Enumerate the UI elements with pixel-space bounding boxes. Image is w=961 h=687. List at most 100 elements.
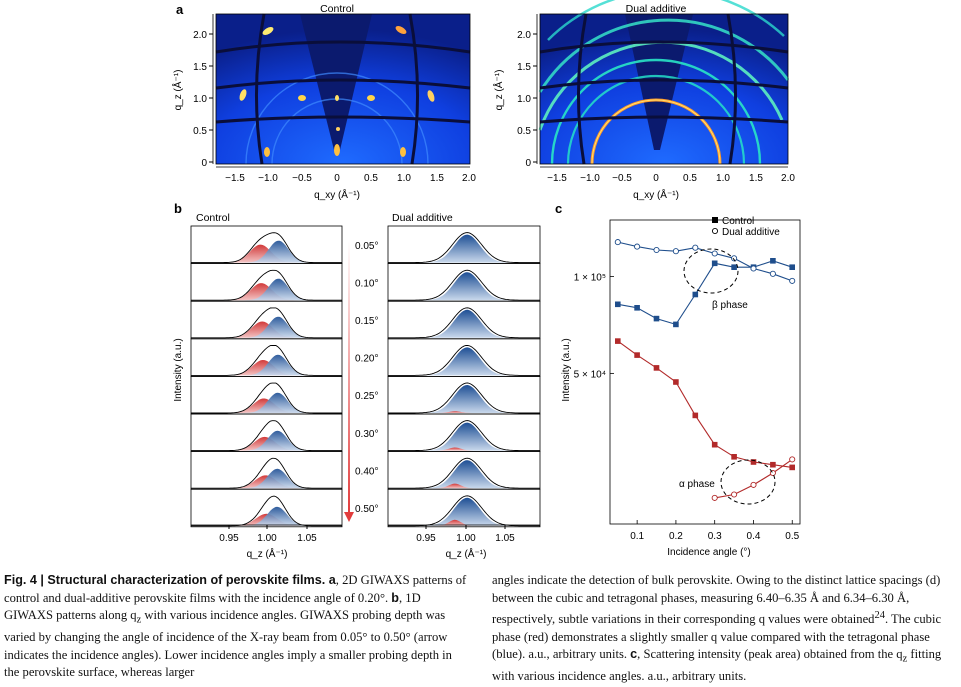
angle-label: 0.30°	[355, 429, 378, 440]
data-point-control	[634, 352, 640, 358]
caption-right-text: angles indicate the detection of bulk pe…	[492, 572, 954, 686]
dual-peak	[388, 272, 540, 301]
plot-frame	[609, 219, 801, 525]
x-tick-label: 0.1	[630, 531, 644, 542]
caption-fragment: angles indicate the detection of bulk pe…	[492, 573, 941, 627]
ytick: 0.5	[193, 126, 207, 137]
panel-a-letter: a	[176, 2, 184, 17]
dual-peak	[388, 347, 540, 376]
data-point-dual	[731, 255, 738, 262]
panel-a-left-ylabel: q_z (Å⁻¹)	[171, 70, 184, 111]
dual-cubic-peak	[388, 411, 540, 413]
xtick: 0	[334, 173, 340, 184]
data-point-dual	[731, 491, 738, 498]
panel-a-right-xaxis: −1.5 −1.0 −0.5 0 0.5 1.0 1.5 2.0 q_xy (Å…	[540, 166, 795, 201]
xtick: −1.0	[258, 173, 278, 184]
giwaxs-dual-additive-image	[538, 0, 790, 165]
giwaxs-control-title: Control	[320, 3, 354, 15]
caption-fragment: fitting with various incidence angles. a…	[492, 647, 942, 684]
x-tick-label: 0.3	[708, 531, 722, 542]
x-tick-label: 0.5	[785, 531, 799, 542]
incidence-arrow	[344, 240, 354, 522]
caption-fragment: z	[136, 614, 142, 626]
legend-control-label: Control	[722, 216, 754, 227]
measured-profile	[388, 232, 540, 264]
caption-fragment: Fig. 4 | Structural characterization of …	[4, 573, 336, 587]
panel-a: a	[0, 0, 961, 205]
dual-cubic-peak	[388, 447, 540, 451]
panel-c: c Intensity (a.u.) Incidence angle (°) 0…	[545, 200, 961, 565]
ytick: 1.0	[517, 94, 531, 105]
dual-peak	[388, 497, 540, 526]
caption-fragment: b	[391, 590, 399, 605]
angle-label: 0.20°	[355, 354, 378, 365]
measured-profile	[388, 307, 540, 339]
data-point-control	[789, 464, 795, 471]
tetragonal-phase-peak	[191, 506, 342, 526]
panel-b-left-xaxis: 0.95 1.00 1.05 q_z (Å⁻¹)	[191, 524, 342, 560]
panel-a-svg: a	[171, 0, 795, 201]
tetragonal-phase-peak	[191, 430, 342, 451]
data-point-dual	[750, 265, 757, 272]
caption-fragment: , Scattering intensity (peak area) obtai…	[637, 647, 903, 662]
measured-profile	[388, 420, 540, 452]
xtick: 2.0	[781, 173, 795, 184]
tetragonal-phase-peak	[191, 278, 342, 301]
dual-peak	[388, 309, 540, 338]
tetragonal-phase-peak	[191, 468, 342, 489]
data-point-control	[615, 338, 621, 344]
data-point-dual	[653, 246, 660, 254]
dual-peak	[388, 234, 540, 263]
xtick: 2.0	[462, 173, 476, 184]
panel-b-svg: b Control Dual additive Intensity (a.u.)…	[173, 201, 541, 560]
caption-left-text: Fig. 4 | Structural characterization of …	[4, 572, 468, 682]
data-point-control	[673, 379, 679, 385]
caption-fragment: , 1D GIWAXS patterns along q	[4, 590, 421, 623]
measured-profile	[388, 382, 540, 414]
ytick: 1.0	[193, 94, 207, 105]
xtick: 0.5	[683, 173, 697, 184]
measured-profile	[388, 344, 540, 376]
diffraction-spots	[239, 26, 435, 157]
xtick: −1.5	[547, 173, 567, 184]
data-point-control	[789, 264, 795, 270]
panel-c-legend: Control Dual additive	[711, 216, 780, 238]
xtick: −1.5	[225, 173, 245, 184]
xtick: 0.5	[364, 173, 378, 184]
series-line	[714, 458, 793, 499]
y-tick-label: 1 × 10⁵	[574, 273, 606, 284]
angle-label: 0.05°	[355, 241, 378, 252]
series-line	[617, 260, 793, 326]
angle-label: 0.50°	[355, 504, 378, 515]
data-point-control	[711, 441, 718, 448]
ytick: 1.5	[193, 62, 207, 73]
xtick: 1.0	[716, 173, 730, 184]
tetragonal-phase-peak	[191, 240, 342, 263]
giwaxs-control-image	[215, 13, 471, 165]
panel-b-strips: 0.05° 0.10° 0.15° 0.20° 0.25° 0.30° 0.40° 0.50°	[190, 225, 541, 528]
data-point-dual	[634, 243, 641, 250]
panel-a-right-yaxis: 0 0.5 1.0 1.5 2.0	[517, 14, 538, 169]
data-point-control	[692, 412, 699, 419]
ytick: 0.5	[517, 126, 531, 137]
measured-profile	[191, 457, 342, 489]
xtick: 1.5	[749, 173, 763, 184]
legend-control-marker	[712, 217, 718, 223]
panel-c-svg: c Intensity (a.u.) Incidence angle (°) 0…	[555, 201, 801, 558]
alpha-phase-highlight	[720, 459, 776, 505]
data-point-control	[634, 305, 640, 311]
beta-phase-label: β phase	[712, 300, 748, 311]
caption-fragment: z	[902, 653, 908, 665]
ytick: 0	[525, 158, 531, 169]
caption-fragment: 24	[874, 610, 885, 621]
panel-c-xlabel: Incidence angle (°)	[667, 547, 751, 558]
data-point-dual	[789, 456, 796, 463]
caption-fragment: . The cubic phase (red) demonstrates a s…	[492, 612, 942, 662]
xtick: 1.00	[456, 533, 476, 544]
ytick: 1.5	[517, 62, 531, 73]
panel-b-right-xlabel: q_z (Å⁻¹)	[446, 547, 487, 560]
dual-cubic-peak	[388, 519, 540, 526]
measured-profile	[191, 307, 342, 339]
data-point-control	[770, 258, 776, 264]
angle-label: 0.25°	[355, 391, 378, 402]
